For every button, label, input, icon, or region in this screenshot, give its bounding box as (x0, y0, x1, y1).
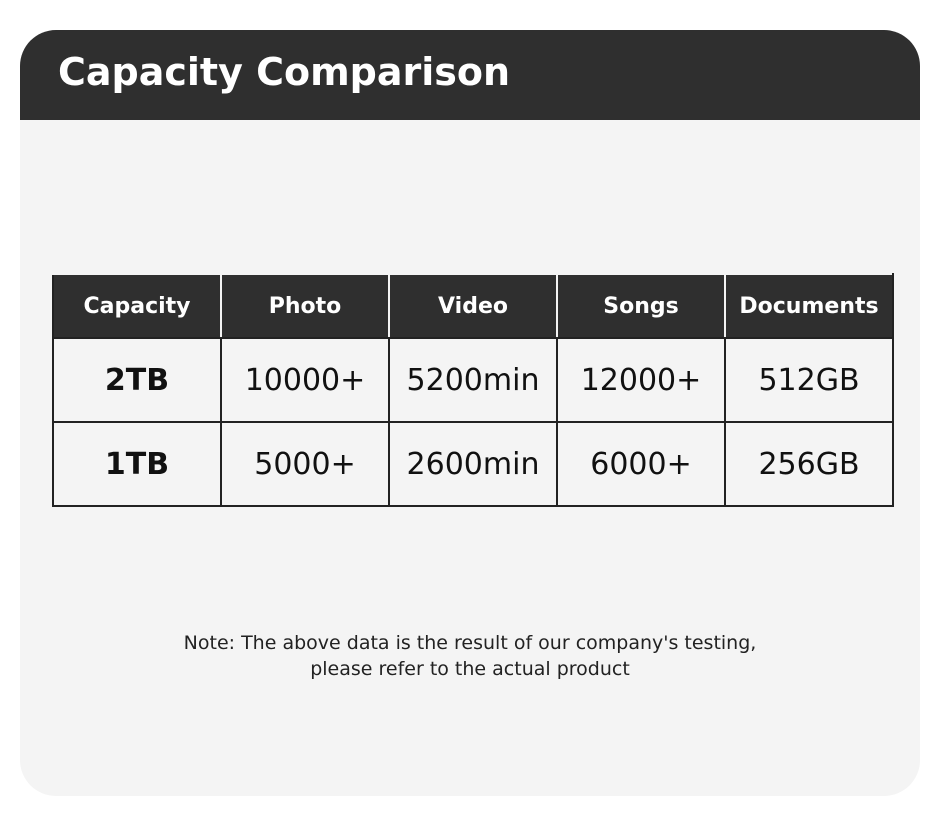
table: Capacity Photo Video Songs Documents 2TB 1000… (52, 273, 894, 507)
column-header: Photo (220, 273, 390, 339)
table-cell: 5200min (388, 337, 558, 423)
note-line: please refer to the actual product (310, 658, 630, 680)
table-body: 2TB 10000+ 5200min 12000+ 512GB 1TB 5000+ 2600m… (52, 337, 894, 507)
header-title: Capacity Comparison (20, 30, 920, 120)
table-cell: 10000+ (220, 337, 390, 423)
table-cell: 1TB (52, 421, 222, 507)
note: Note: The above data is the result of ou… (20, 630, 920, 682)
column-header: Songs (556, 273, 726, 339)
header-row: Capacity Photo Video Songs Documents (52, 273, 894, 339)
column-header: Video (388, 273, 558, 339)
card: Capacity Comparison Capacity Photo Video So… (20, 30, 920, 796)
table-cell: 2600min (388, 421, 558, 507)
column-header: Capacity (52, 273, 222, 339)
column-header: Documents (724, 273, 894, 339)
note-line: Note: The above data is the result of ou… (183, 632, 757, 654)
table-row: 2TB 10000+ 5200min 12000+ 512GB (52, 337, 894, 423)
table-cell: 256GB (724, 421, 894, 507)
table-row: 1TB 5000+ 2600min 6000+ 256GB (52, 421, 894, 507)
table-cell: 5000+ (220, 421, 390, 507)
table-cell: 512GB (724, 337, 894, 423)
table-cell: 2TB (52, 337, 222, 423)
table-cell: 12000+ (556, 337, 726, 423)
table-cell: 6000+ (556, 421, 726, 507)
